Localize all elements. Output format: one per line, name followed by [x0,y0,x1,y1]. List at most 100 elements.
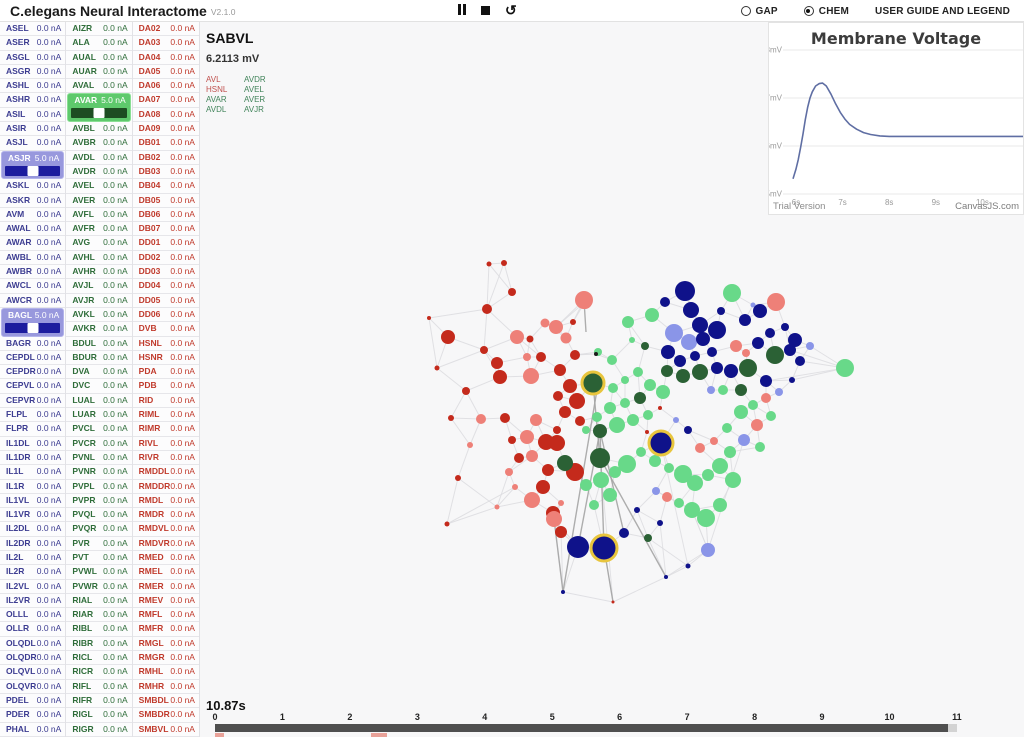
neuron-node[interactable] [505,468,513,476]
neuron-row[interactable]: 0.0 nA AVFR [66,222,132,237]
neuron-node[interactable] [645,308,659,322]
neuron-row[interactable]: 0.0 nA RIAR [66,608,132,623]
neuron-node[interactable] [570,319,576,325]
neuron-row[interactable]: 0.0 nA ASHR [0,93,66,108]
neuron-row[interactable]: 0.0 nA HSNL [132,337,199,351]
neuron-node[interactable] [444,521,450,527]
neuron-row[interactable]: 0.0 nA AVER [66,194,132,208]
neuron-node[interactable] [553,426,561,434]
neuron-node[interactable] [760,375,772,387]
neuron-row[interactable]: 0.0 nA PVQL [66,508,132,523]
neuron-node[interactable] [643,410,653,420]
neuron-node[interactable] [563,379,577,393]
neuron-node[interactable] [717,307,725,315]
neuron-row[interactable]: 0.0 nA IL2DR [0,537,66,551]
neuron-row[interactable]: 0.0 nA AVDL [66,151,132,165]
neuron-row[interactable]: 0.0 nA FLPR [0,422,66,437]
neuron-node[interactable] [621,376,629,384]
neuron-row[interactable]: 0.0 nA SMBDR [132,708,199,723]
neuron-node[interactable] [761,393,771,403]
neuron-row[interactable]: 0.0 nA AWCL [0,279,66,294]
neuron-row[interactable]: 0.0 nA BDUR [66,351,132,366]
neuron-row[interactable]: 0.0 nA DD04 [132,279,199,294]
neuron-row[interactable]: 0.0 nA BAGR [0,337,66,351]
neuron-node[interactable] [480,346,488,354]
neuron-row[interactable]: 0.0 nA PVWL [66,565,132,580]
neuron-row[interactable]: 0.0 nA LUAR [66,408,132,423]
neuron-node[interactable] [644,379,656,391]
neuron-row[interactable]: 0.0 nA IL1R [0,480,66,494]
neuron-node[interactable] [619,528,629,538]
neuron-node[interactable] [467,442,473,448]
neuron-row[interactable]: 0.0 nA AVM [0,208,66,223]
neuron-row[interactable]: 0.0 nA OLLR [0,622,66,637]
pause-button[interactable] [458,2,466,20]
reset-button[interactable]: ↺ [505,2,517,20]
neuron-node[interactable] [690,351,700,361]
neuron-node[interactable] [526,335,534,343]
neuron-row[interactable]: 0.0 nA PVQR [66,522,132,537]
neuron-row[interactable]: 0.0 nA DVC [66,379,132,394]
neuron-node[interactable] [636,447,646,457]
neuron-row[interactable]: 0.0 nA AWCR [0,294,66,308]
neuron-row-selected[interactable]: 5.0 nA ASJR [1,150,65,180]
neuron-row[interactable]: 0.0 nA AVHR [66,265,132,280]
neuron-row[interactable]: 0.0 nA DD03 [132,265,199,280]
neuron-node[interactable] [570,350,580,360]
neuron-node[interactable] [707,386,715,394]
neuron-row[interactable]: 0.0 nA DVA [66,365,132,380]
neuron-node[interactable] [641,342,649,350]
neuron-node[interactable] [486,261,492,267]
neuron-row[interactable]: 0.0 nA ASIR [0,122,66,137]
neuron-row[interactable]: 0.0 nA PDA [132,365,199,380]
neuron-node[interactable] [645,430,649,434]
neuron-row[interactable]: 0.0 nA DA05 [132,65,199,80]
neuron-row[interactable]: 0.0 nA AVJL [66,279,132,294]
neuron-node[interactable] [514,453,524,463]
neuron-row[interactable]: 0.0 nA RIBL [66,622,132,637]
neuron-node[interactable] [508,436,516,444]
neuron-row[interactable]: 0.0 nA RMDDL [132,465,199,480]
neuron-node[interactable] [692,364,708,380]
neuron-node[interactable] [542,464,554,476]
neuron-node[interactable] [767,293,785,311]
neuron-row[interactable]: 0.0 nA PVPL [66,480,132,494]
neuron-row[interactable]: 0.0 nA RICR [66,665,132,680]
neuron-row[interactable]: 0.0 nA ASIL [0,108,66,123]
neuron-row[interactable]: 0.0 nA IL2DL [0,522,66,537]
neuron-node[interactable] [627,414,639,426]
neuron-node[interactable] [702,469,714,481]
neuron-node[interactable] [684,502,700,518]
neuron-node[interactable] [662,492,672,502]
neuron-node[interactable] [657,520,663,526]
gap-radio[interactable]: GAP [740,6,778,17]
neuron-row[interactable]: 0.0 nA AVEL [66,179,132,194]
neuron-node[interactable] [658,406,662,410]
neuron-node[interactable] [555,526,567,538]
neuron-row[interactable]: 0.0 nA RMHL [132,665,199,680]
neuron-row[interactable]: 0.0 nA PDB [132,379,199,394]
neuron-node[interactable] [766,346,784,364]
neuron-node[interactable] [722,423,732,433]
neuron-row[interactable]: 0.0 nA RIFL [66,680,132,694]
neuron-row[interactable]: 0.0 nA AVKL [66,308,132,323]
current-slider[interactable] [5,322,61,333]
neuron-row[interactable]: 0.0 nA RMGL [132,637,199,652]
neuron-row[interactable]: 0.0 nA AUAR [66,65,132,80]
neuron-row[interactable]: 0.0 nA OLQDR [0,651,66,666]
current-slider[interactable] [5,165,61,176]
neuron-row[interactable]: 0.0 nA LUAL [66,394,132,409]
canvasjs-link[interactable]: CanvasJS.com [955,201,1019,212]
neuron-node[interactable] [713,498,727,512]
neuron-node[interactable] [701,543,715,557]
neuron-node[interactable] [775,388,783,396]
neuron-node[interactable] [608,383,618,393]
neuron-row[interactable]: 0.0 nA DB02 [132,151,199,165]
neuron-node[interactable] [441,330,455,344]
neuron-row[interactable]: 0.0 nA AVFL [66,208,132,223]
neuron-row[interactable]: 0.0 nA RMFL [132,608,199,623]
neuron-node[interactable] [476,414,486,424]
neuron-node[interactable] [806,342,814,350]
neuron-node[interactable] [553,391,563,401]
neuron-row[interactable]: 0.0 nA DA02 [132,22,199,37]
